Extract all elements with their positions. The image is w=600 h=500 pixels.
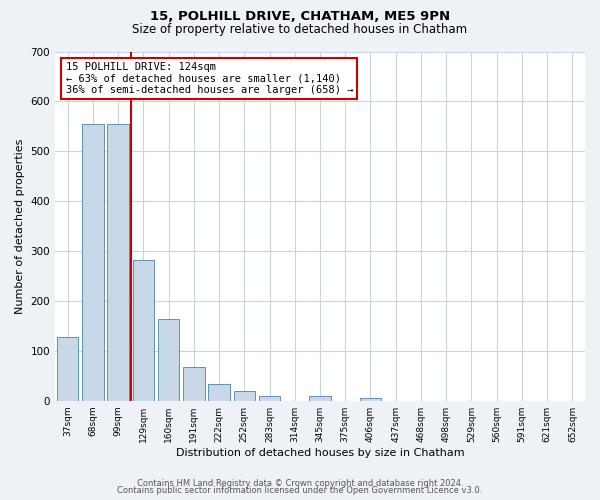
Text: Contains HM Land Registry data © Crown copyright and database right 2024.: Contains HM Land Registry data © Crown c… [137,478,463,488]
Bar [208,384,230,400]
Bar [183,367,205,400]
Bar [82,124,104,400]
Text: 15, POLHILL DRIVE, CHATHAM, ME5 9PN: 15, POLHILL DRIVE, CHATHAM, ME5 9PN [150,10,450,23]
Bar [133,260,154,400]
Bar [158,320,179,400]
Bar [309,396,331,400]
Bar [360,398,381,400]
Text: 15 POLHILL DRIVE: 124sqm
← 63% of detached houses are smaller (1,140)
36% of sem: 15 POLHILL DRIVE: 124sqm ← 63% of detach… [65,62,353,95]
Bar [107,124,129,400]
Bar [57,337,79,400]
Text: Contains public sector information licensed under the Open Government Licence v3: Contains public sector information licen… [118,486,482,495]
X-axis label: Distribution of detached houses by size in Chatham: Distribution of detached houses by size … [176,448,464,458]
Bar [259,396,280,400]
Bar [233,390,255,400]
Y-axis label: Number of detached properties: Number of detached properties [15,138,25,314]
Text: Size of property relative to detached houses in Chatham: Size of property relative to detached ho… [133,22,467,36]
